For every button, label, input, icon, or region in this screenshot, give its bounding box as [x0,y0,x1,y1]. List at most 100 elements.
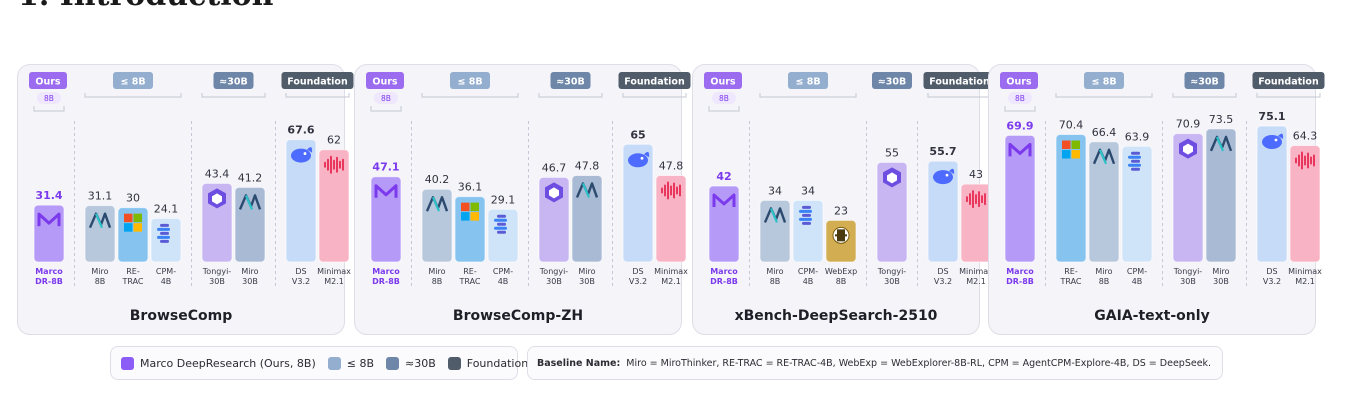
tick-label: WebExp [825,267,857,276]
group-badge-mid [872,72,912,89]
bar-miro-30b [234,186,266,263]
tick-label: Tongyi- [1173,267,1203,276]
deepseek-icon [933,168,955,185]
miro-icon [238,194,262,210]
baseline-name-note: Baseline Name: Miro = MiroThinker, RE-TR… [527,346,1223,380]
group-bracket [84,93,182,98]
group-badge-label: ≈30B [556,77,584,88]
group-bracket [708,106,740,112]
chart-panel-xbench: Ours 8B ≤ 8B ≈30B Foundation 42 Marco DR-8B 34 Mi… [692,64,996,335]
legend-swatch [386,356,399,370]
bar-miro-8b [1088,141,1120,263]
minimax-icon [966,190,986,209]
legend-label: Marco DeepResearch (Ours, 8B) [140,356,316,370]
value-label: 47.1 [372,161,399,174]
minimax-icon [661,181,681,200]
ours-size-pill [1008,92,1032,104]
bar-marco-dr-8b [708,185,740,263]
microsoft-icon [1062,140,1080,159]
section-heading: 1. Introduction [18,0,273,13]
chart-title: BrowseComp-ZH [452,308,584,324]
marco-icon [374,184,398,198]
tick-label: DS [295,267,306,276]
tick-label: Miro [578,267,595,276]
group-badge-foundation [618,72,691,89]
tick-label: M2.1 [966,277,986,286]
tick-label: 8B [432,277,443,286]
bar-cpm-4b [487,208,519,263]
group-badge-label: Ours [710,77,736,88]
tick-label: CPM- [156,267,176,276]
chart-panel-browsecomp-zh: Ours 8B ≤ 8B ≈30B Foundation 47.1 Marco DR-8B 40… [354,64,691,335]
group-badge-label: ≤ 8B [457,77,482,88]
group-badge-ours [29,72,67,89]
group-bracket [1055,93,1153,98]
note-text: Miro = MiroThinker, RE-TRAC = RE-TRAC-4B… [626,357,1212,369]
tick-label: DS [1266,267,1277,276]
bar-minimax-m2-1 [1289,145,1321,263]
tick-label: CPM- [1127,267,1147,276]
group-badge-mid [213,72,254,89]
tick-label: DR-8B [372,277,400,286]
value-label: 46.7 [542,161,567,174]
tick-label: TRAC [121,277,143,286]
tongyi-icon [883,167,901,188]
miro-icon [425,196,449,212]
group-bracket [927,93,992,98]
value-label: 36.1 [458,181,483,194]
group-bracket [285,93,350,98]
tongyi-icon [208,188,226,209]
chart-title: GAIA-text-only [1094,308,1210,324]
value-label: 47.8 [575,159,600,172]
group-badge-label: ≈30B [219,77,247,88]
group-bracket [33,106,65,112]
legend-item-foundation: Foundation [447,356,528,370]
minimax-icon [1295,151,1315,170]
tongyi-icon [545,182,563,203]
group-bracket [1256,93,1321,98]
bar-ds-v3-2 [1256,125,1288,263]
value-label: 41.2 [238,171,263,184]
value-label: 66.4 [1092,126,1117,139]
value-label: 40.2 [425,173,450,186]
group-badge-label: ≤ 8B [120,77,145,88]
group-bracket [201,93,266,98]
group-badge-mid [550,72,591,89]
cpm-icon [494,214,507,234]
bar-marco-dr-8b [370,176,402,263]
bar-ds-v3-2 [285,139,317,263]
bar-miro-8b [421,188,453,263]
chart-title: BrowseComp [129,308,233,324]
tick-label: Miro [1095,267,1112,276]
legend-item-small: ≤ 8B [327,356,374,370]
tick-label: DS [937,267,948,276]
ours-size-pill [374,92,398,104]
chart-panel-gaia: Ours 8B ≤ 8B ≈30B Foundation 69.9 Marco DR-8B 70… [988,64,1325,335]
value-label: 73.5 [1209,113,1234,126]
group-bracket [1004,106,1036,112]
legend-swatch [121,356,134,370]
value-label: 34 [801,184,815,197]
group-badge-small [788,72,828,89]
tick-label: Miro [241,267,258,276]
value-label: 55.7 [929,145,956,158]
value-label: 64.3 [1293,130,1318,143]
group-badge-ours [1000,72,1038,89]
value-label: 47.8 [659,159,684,172]
bar-miro-30b [571,174,603,263]
tick-label: V3.2 [292,277,310,286]
value-label: 70.9 [1176,118,1201,131]
bar-tongyi-30b [538,176,570,263]
bar-minimax-m2-1 [318,149,350,263]
tick-label: M2.1 [1295,277,1315,286]
deepseek-icon [1262,133,1284,149]
value-label: 43 [969,168,983,181]
group-badge-foundation [1252,72,1325,89]
group-badge-label: Foundation [287,77,348,88]
tick-label: Marco [1006,267,1034,276]
tick-label: DR-8B [1006,277,1034,286]
bar-marco-dr-8b [33,204,65,263]
webexp-icon [832,226,850,244]
